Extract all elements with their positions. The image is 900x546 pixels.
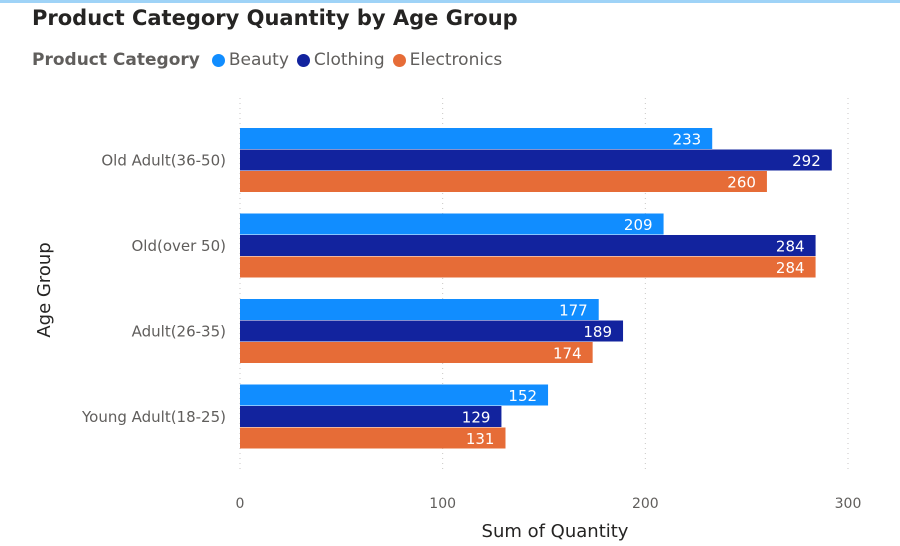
- bar-old-over-50-electronics: [240, 256, 816, 278]
- x-axis-title: Sum of Quantity: [482, 521, 629, 542]
- data-label-young-adult-18-25-beauty: 152: [508, 387, 537, 405]
- data-label-old-adult-36-50-electronics: 260: [727, 173, 756, 191]
- data-label-old-over-50-clothing: 284: [776, 237, 805, 255]
- legend-item-electronics[interactable]: Electronics: [392, 50, 503, 70]
- x-tick-label-0: 0: [236, 496, 245, 512]
- legend-dot-electronics: [392, 53, 406, 67]
- category-label-adult-26-35: Adult(26-35): [132, 322, 226, 340]
- x-tick-label-200: 200: [632, 496, 659, 512]
- data-label-adult-26-35-beauty: 177: [559, 301, 588, 319]
- bar-old-adult-36-50-beauty: [240, 128, 713, 149]
- y-axis-title: Age Group: [34, 242, 55, 337]
- bar-old-adult-36-50-electronics: [240, 171, 767, 192]
- category-label-old-adult-36-50: Old Adult(36-50): [101, 151, 226, 169]
- x-tick-label-300: 300: [835, 496, 862, 512]
- legend-label-clothing: Clothing: [313, 50, 385, 70]
- bar-young-adult-18-25-beauty: [240, 384, 549, 406]
- bar-adult-26-35-beauty: [240, 299, 599, 320]
- legend-title: Product Category: [32, 50, 200, 70]
- legend-label-beauty: Beauty: [228, 50, 289, 70]
- legend: Product Category Beauty Clothing Electro…: [32, 50, 510, 70]
- data-label-old-adult-36-50-beauty: 233: [673, 130, 702, 148]
- data-label-old-adult-36-50-clothing: 292: [792, 152, 821, 170]
- x-tick-label-100: 100: [429, 496, 456, 512]
- legend-dot-clothing: [296, 53, 310, 67]
- top-accent-bar: [0, 0, 900, 3]
- legend-label-electronics: Electronics: [409, 50, 503, 70]
- bar-old-over-50-beauty: [240, 213, 664, 235]
- bar-young-adult-18-25-clothing: [240, 406, 502, 427]
- bar-old-over-50-clothing: [240, 235, 816, 256]
- legend-item-clothing[interactable]: Clothing: [296, 50, 385, 70]
- legend-dot-beauty: [211, 53, 225, 67]
- legend-item-beauty[interactable]: Beauty: [211, 50, 289, 70]
- category-label-young-adult-18-25: Young Adult(18-25): [81, 408, 226, 426]
- data-label-young-adult-18-25-clothing: 129: [462, 408, 491, 426]
- data-label-old-over-50-beauty: 209: [624, 216, 653, 234]
- data-label-old-over-50-electronics: 284: [776, 259, 805, 277]
- bar-old-adult-36-50-clothing: [240, 149, 832, 171]
- category-label-old-over-50: Old(over 50): [131, 237, 226, 255]
- data-label-young-adult-18-25-electronics: 131: [466, 430, 495, 448]
- bar-adult-26-35-clothing: [240, 320, 624, 342]
- chart-title: Product Category Quantity by Age Group: [32, 6, 518, 30]
- data-label-adult-26-35-clothing: 189: [583, 323, 612, 341]
- data-label-adult-26-35-electronics: 174: [553, 344, 582, 362]
- bar-adult-26-35-electronics: [240, 342, 593, 363]
- bar-young-adult-18-25-electronics: [240, 427, 506, 449]
